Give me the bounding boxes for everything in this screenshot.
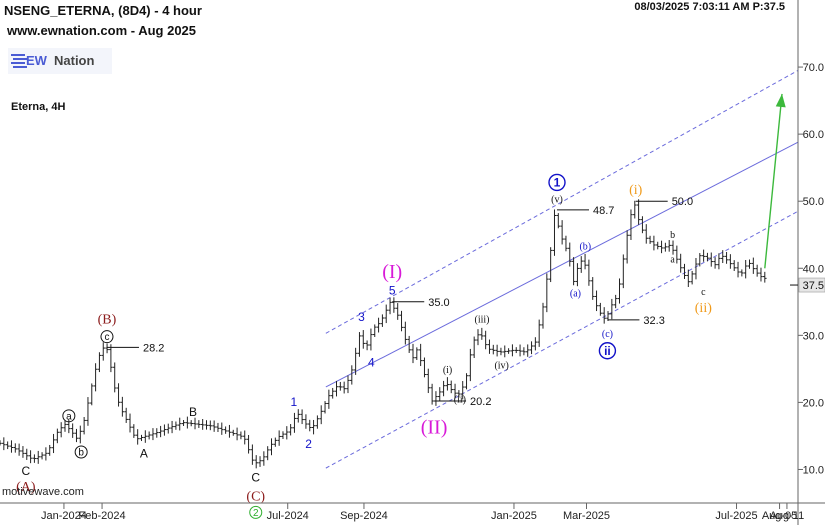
wave-label-circle: [74, 445, 88, 459]
wave-label: a: [66, 411, 72, 422]
wave-label: (i): [443, 365, 452, 376]
wave-label-circle: [548, 173, 566, 192]
wave-label: (I): [382, 261, 402, 283]
labels-layer: 28.2 35.0 20.2 48.7 32.3 50.0 (A) Ca b (B) c A B C (C)…: [16, 173, 712, 519]
logo-bars-icon: [11, 54, 27, 68]
swing-label: 48.7: [593, 205, 614, 217]
wave-label: b: [670, 230, 675, 241]
wave-label: ii: [604, 344, 611, 358]
x-tick-label: Mar-2025: [563, 510, 610, 522]
wave-label: A: [140, 447, 148, 461]
wave-label: (ii): [695, 301, 712, 316]
website-label: www.ewnation.com - Aug 2025: [7, 23, 197, 38]
x-tick-label: Aug-11: [770, 510, 805, 522]
wave-label: B: [189, 405, 197, 419]
wave-label: c: [104, 332, 109, 343]
symbol-name: Eterna, 4H: [11, 101, 66, 113]
wave-label: (iv): [494, 360, 508, 371]
projection-arrow-head: [775, 93, 786, 108]
wave-label: (v): [551, 195, 563, 206]
wave-label-circle: [249, 505, 263, 519]
wave-label-circle: [100, 330, 114, 344]
wave-label: (iii): [474, 315, 489, 326]
y-tick-label: 30.0: [803, 330, 824, 342]
logo-ew-text: EW: [26, 53, 47, 68]
swing-label: 50.0: [672, 196, 693, 208]
wave-label: c: [701, 287, 706, 298]
current-price-label: 37.5: [803, 280, 824, 292]
wave-label: (A): [16, 480, 36, 495]
wave-label: (II): [421, 417, 448, 439]
logo-nation-text: Nation: [54, 53, 95, 68]
wave-label: 2: [305, 437, 312, 451]
x-tick-label: Feb-2024: [79, 510, 126, 522]
wave-label: b: [78, 448, 84, 459]
y-tick-label: 20.0: [803, 397, 824, 409]
wave-label: 3: [358, 310, 365, 324]
ewnation-logo: EW Nation: [8, 48, 112, 74]
x-tick-label: Jan-2025: [491, 510, 537, 522]
chart-title: NSENG_ETERNA, (8D4) - 4 hour: [4, 3, 202, 18]
swing-label: 28.2: [143, 342, 164, 354]
swing-label: 20.2: [470, 396, 491, 408]
wave-label: (a): [570, 289, 581, 300]
wave-label: (ii): [454, 395, 466, 406]
wave-label: C: [251, 471, 260, 485]
price-bars-layer: [0, 199, 767, 469]
x-tick-label: Aug-05: [762, 510, 797, 522]
wave-label: (c): [602, 329, 613, 340]
wave-label: a: [670, 254, 675, 265]
wave-label: 1: [291, 395, 298, 409]
wave-label: (C): [246, 490, 265, 505]
y-tick-label: 70.0: [803, 62, 824, 74]
wave-label: 2: [253, 508, 259, 519]
wave-label: 1: [554, 176, 561, 190]
x-tick-label: Jul-2025: [715, 510, 757, 522]
timestamp-price: 08/03/2025 7:03:11 AM P:37.5: [634, 1, 785, 13]
x-tick-label: Jan-2024: [41, 510, 87, 522]
wave-label: (i): [629, 183, 643, 198]
wave-label: 5: [389, 284, 396, 298]
channel-lower-line: [325, 210, 799, 469]
wave-label-circle: [62, 409, 76, 423]
swing-label: 32.3: [643, 315, 664, 327]
wave-label: (B): [98, 312, 117, 327]
x-tick-label: Sep-2024: [340, 510, 388, 522]
projection-layer: [764, 93, 786, 269]
channel-middle-line: [325, 141, 799, 388]
y-tick-label: 50.0: [803, 196, 824, 208]
wave-label: (b): [579, 242, 591, 253]
channel-upper-line: [325, 69, 799, 334]
x-tick-label: Jul-2024: [267, 510, 309, 522]
watermark: motivewave.com: [2, 486, 84, 498]
wave-label-circle: [598, 342, 617, 360]
swing-label: 35.0: [428, 297, 449, 309]
y-tick-label: 40.0: [803, 263, 824, 275]
current-price-tag: [798, 277, 825, 293]
y-tick-label: 60.0: [803, 129, 824, 141]
projection-arrow-line: [764, 93, 783, 269]
y-tick-label: 10.0: [803, 464, 824, 476]
wave-label: C: [21, 464, 30, 478]
channel-layer: [325, 69, 799, 469]
wave-label: 4: [368, 355, 375, 369]
